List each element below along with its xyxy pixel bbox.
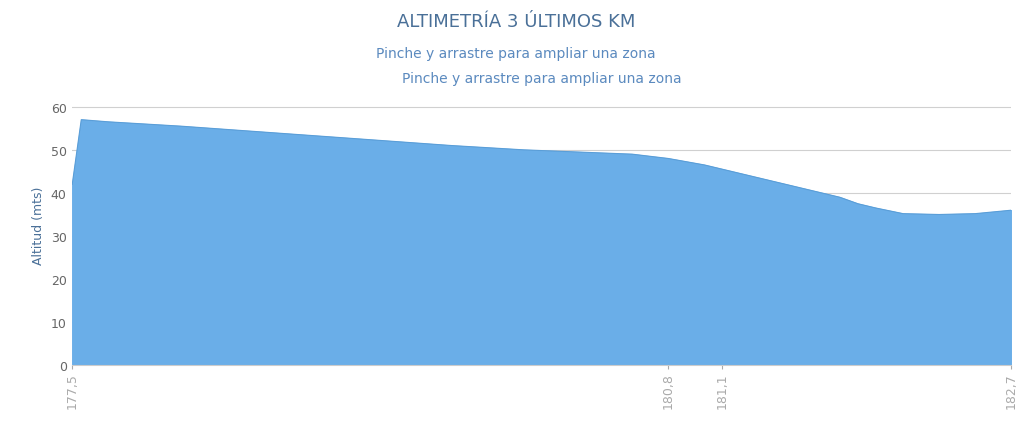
- Text: Pinche y arrastre para ampliar una zona: Pinche y arrastre para ampliar una zona: [377, 47, 655, 61]
- Text: ALTIMETRÍA 3 ÚLTIMOS KM: ALTIMETRÍA 3 ÚLTIMOS KM: [397, 13, 635, 31]
- Title: Pinche y arrastre para ampliar una zona: Pinche y arrastre para ampliar una zona: [402, 72, 681, 86]
- Y-axis label: Altitud (mts): Altitud (mts): [32, 187, 45, 265]
